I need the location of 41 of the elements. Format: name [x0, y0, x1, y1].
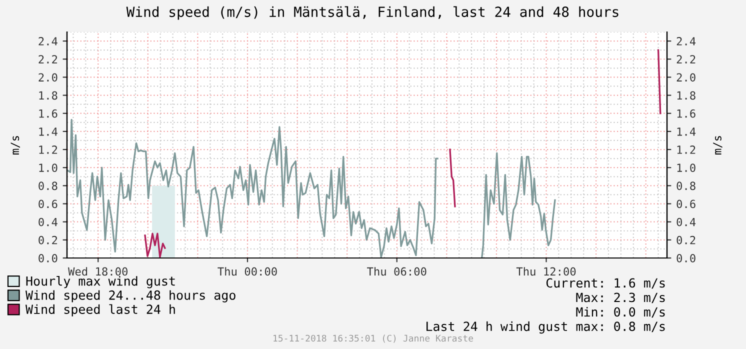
legend-label: Hourly max wind gust	[26, 276, 175, 288]
y2-tick-label: 1.2	[677, 146, 696, 154]
y2-tick-label: 1.8	[677, 91, 696, 100]
y-tick-label: 1.0	[39, 164, 58, 172]
y-tick-label: 1.6	[39, 109, 58, 118]
x-tick-label: Wed 18:00	[68, 267, 128, 276]
y2-tick-label: 0.8	[676, 182, 696, 190]
y2-tick-label: 0.4	[676, 218, 696, 226]
y-tick-label: 0.8	[38, 182, 58, 190]
y-axis-title: m/s	[10, 136, 20, 154]
y2-tick-label: 2.0	[676, 73, 696, 82]
text: Max: 2.3 m/s	[576, 292, 665, 304]
chart-title: Wind speed (m/s) in Mäntsälä, Finland, last 24 and 48 hours	[126, 6, 618, 20]
legend-label: Wind speed last 24 h	[26, 304, 175, 316]
text: 15-11-2018 16:35:01 (C) Janne Karaste	[274, 334, 474, 343]
y-tick-label: 0.4	[38, 218, 58, 226]
y-tick-label: 1.4	[39, 128, 58, 136]
y-tick-label: 2.2	[38, 55, 58, 64]
y2-tick-label: 0.0	[676, 254, 696, 262]
legend-label: Wind speed 24...48 hours ago	[26, 290, 236, 302]
x-tick-label: Thu 12:00	[516, 267, 576, 276]
y-tick-label: 2.0	[38, 73, 58, 82]
y2-tick-label: 2.4	[676, 37, 696, 46]
y-tick-label: 1.2	[39, 146, 58, 154]
y-tick-label: 1.8	[39, 91, 58, 100]
y-tick-label: 0.6	[38, 200, 58, 208]
x-tick-label: Thu 06:00	[367, 267, 426, 276]
y-tick-label: 0.0	[38, 254, 58, 262]
y-tick-label: 2.4	[38, 37, 58, 46]
y2-tick-label: 1.0	[677, 164, 696, 172]
text: Last 24 h wind gust max: 0.8 m/s	[426, 321, 665, 334]
x-tick-label: Thu 00:00	[218, 267, 277, 276]
y2-tick-label: 0.2	[676, 236, 696, 244]
y2-axis-title: m/s	[713, 136, 722, 154]
y2-tick-label: 2.2	[676, 55, 696, 64]
y2-tick-label: 1.4	[677, 128, 696, 136]
y2-tick-label: 0.6	[676, 200, 696, 208]
text: Current: 1.6 m/s	[546, 278, 665, 289]
y-tick-label: 0.2	[38, 236, 58, 244]
text: Min: 0.0 m/s	[576, 306, 665, 318]
y2-tick-label: 1.6	[677, 109, 696, 118]
